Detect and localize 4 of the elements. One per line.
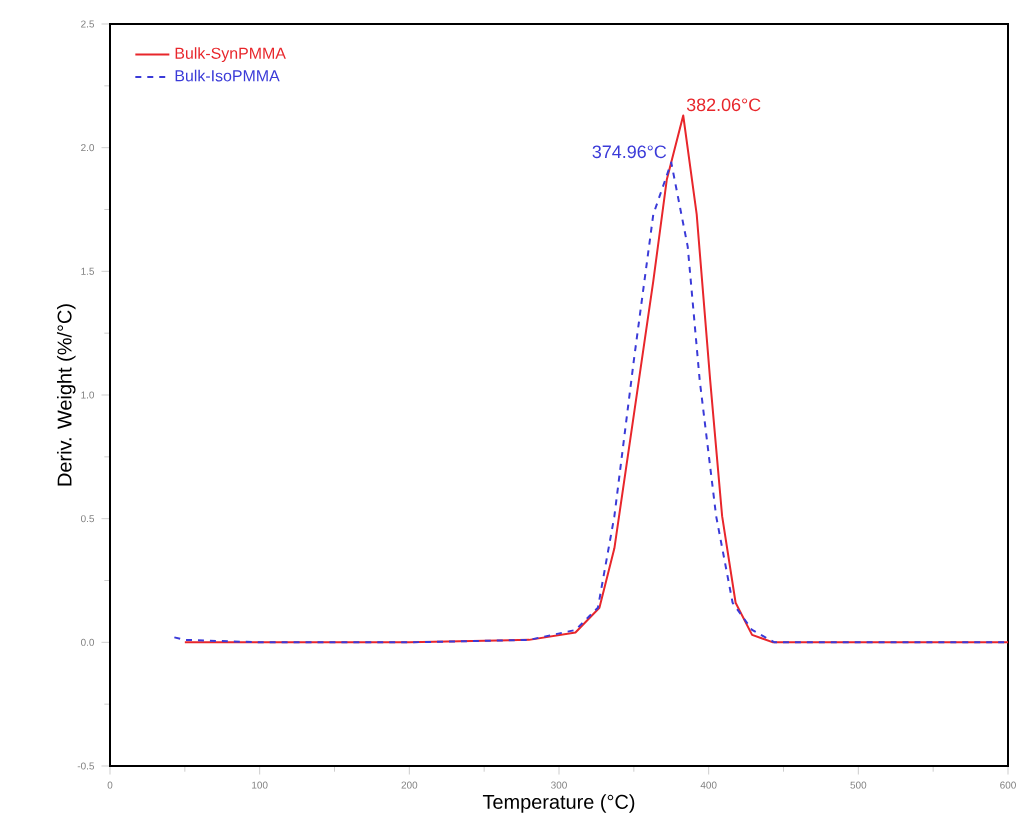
annotation: 382.06°C [686,98,761,112]
x-axis-title: Temperature (°C) [482,794,635,813]
annotation: 374.96°C [592,145,667,159]
y-axis-title: Deriv. Weight (%/°C) [56,304,76,486]
